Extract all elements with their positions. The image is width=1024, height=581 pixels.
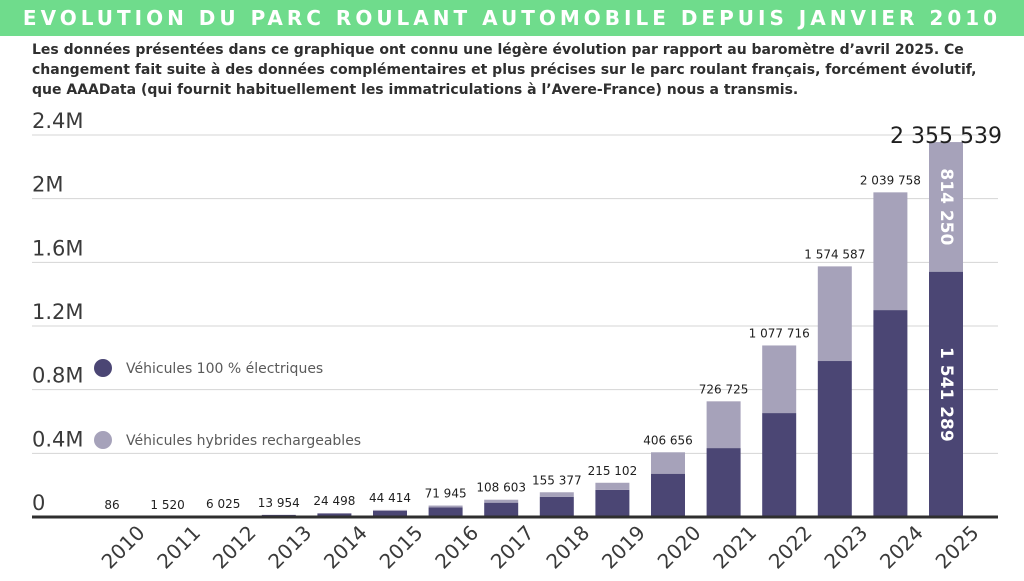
x-tick-label: 2014 xyxy=(319,521,372,574)
bar-electric xyxy=(595,489,630,517)
y-tick-label: 2.4M xyxy=(32,109,84,133)
bar-hybrid xyxy=(706,401,741,449)
x-tick-label: 2025 xyxy=(931,521,984,574)
bar-hybrid xyxy=(762,345,797,414)
total-label: 2 355 539 xyxy=(890,124,1002,149)
bar-electric xyxy=(762,413,797,517)
total-label: 726 725 xyxy=(699,382,749,396)
x-tick-label: 2015 xyxy=(375,521,428,574)
bar-electric xyxy=(428,507,463,517)
total-label: 155 377 xyxy=(532,473,582,487)
x-tick-label: 2013 xyxy=(263,521,316,574)
title-banner: EVOLUTION DU PARC ROULANT AUTOMOBILE DEP… xyxy=(0,0,1024,36)
intro-text: Les données présentées dans ce graphique… xyxy=(32,42,977,98)
x-tick-label: 2012 xyxy=(208,521,261,574)
x-tick-label: 2019 xyxy=(597,521,650,574)
x-tick-label: 2020 xyxy=(653,521,706,574)
x-tick-label: 2023 xyxy=(819,521,872,574)
total-label: 108 603 xyxy=(476,481,526,495)
legend-label-electric: Véhicules 100 % électriques xyxy=(126,361,323,377)
segment-label-hybrid: 814 250 xyxy=(936,168,956,245)
x-tick-label: 2021 xyxy=(708,521,761,574)
legend-label-hybrid: Véhicules hybrides rechargeables xyxy=(126,433,361,449)
total-label: 1 077 716 xyxy=(749,326,810,340)
legend-swatch-hybrid xyxy=(94,431,112,449)
total-label: 1 520 xyxy=(150,498,184,512)
y-tick-label: 1.2M xyxy=(32,300,84,324)
bar-hybrid xyxy=(651,452,685,474)
x-tick-label: 2010 xyxy=(97,521,150,574)
bar-electric xyxy=(539,496,574,517)
y-tick-label: 0 xyxy=(32,491,45,515)
x-tick-label: 2011 xyxy=(152,521,205,574)
y-tick-label: 2M xyxy=(32,173,63,197)
legend-swatch-electric xyxy=(94,359,112,377)
bar-electric xyxy=(484,502,519,517)
total-label: 24 498 xyxy=(313,494,355,508)
total-label: 86 xyxy=(104,498,119,512)
bar-hybrid xyxy=(539,492,574,497)
bar-hybrid xyxy=(929,142,963,272)
bar-electric xyxy=(929,271,963,517)
bar-electric xyxy=(651,473,685,517)
bar-electric xyxy=(706,448,741,517)
total-label: 13 954 xyxy=(258,496,300,510)
x-tick-label: 2016 xyxy=(430,521,483,574)
bar-electric xyxy=(873,310,908,517)
total-label: 71 945 xyxy=(425,487,467,501)
total-label: 6 025 xyxy=(206,497,240,511)
bar-hybrid xyxy=(873,192,908,311)
y-tick-label: 0.8M xyxy=(32,364,84,388)
segment-label-electric: 1 541 289 xyxy=(936,347,956,442)
total-label: 406 656 xyxy=(643,433,693,447)
bar-hybrid xyxy=(595,482,630,490)
x-tick-label: 2017 xyxy=(486,521,539,574)
x-tick-label: 2022 xyxy=(764,521,817,574)
total-label: 1 574 587 xyxy=(804,247,865,261)
bar-hybrid xyxy=(484,499,519,503)
y-tick-label: 1.6M xyxy=(32,236,84,260)
total-label: 215 102 xyxy=(588,464,638,478)
bar-hybrid xyxy=(428,505,463,508)
bar-hybrid xyxy=(373,509,407,511)
bar-electric xyxy=(317,513,352,517)
bar-hybrid xyxy=(817,266,852,362)
chart-title: EVOLUTION DU PARC ROULANT AUTOMOBILE DEP… xyxy=(22,6,1002,30)
y-tick-label: 0.4M xyxy=(32,427,84,451)
total-label: 2 039 758 xyxy=(860,173,921,187)
bar-electric xyxy=(817,361,852,517)
x-tick-label: 2018 xyxy=(541,521,594,574)
bar-electric xyxy=(373,510,407,517)
total-label: 44 414 xyxy=(369,491,411,505)
x-tick-label: 2024 xyxy=(875,521,928,574)
